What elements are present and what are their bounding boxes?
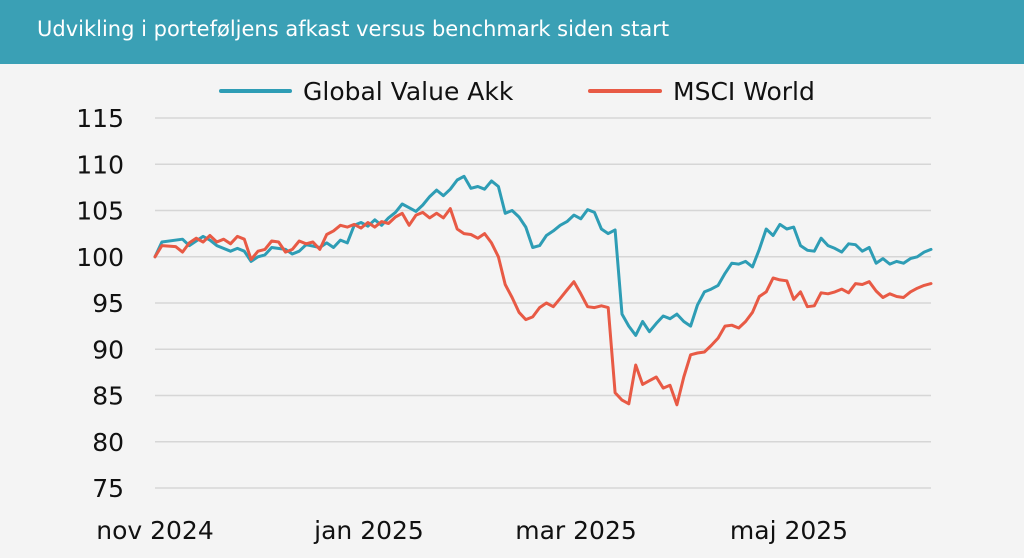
y-tick-label-95: 95	[92, 289, 124, 318]
line-chart: 115 110 105 100 95 90 85 80 75 nov 2024 jan 2025 m…	[76, 77, 933, 545]
y-tick-label-75: 75	[92, 474, 124, 503]
x-tick-label-mar-2025: mar 2025	[515, 516, 637, 545]
chart-title: Udvikling i porteføljens afkast versus b…	[37, 17, 670, 41]
x-axis-ticks: nov 2024 jan 2025 mar 2025 maj 2025	[96, 516, 848, 545]
title-bar: Udvikling i porteføljens afkast versus b…	[0, 0, 1024, 64]
y-tick-label-115: 115	[76, 104, 124, 133]
legend: Global Value Akk MSCI World	[219, 77, 815, 106]
series-lines	[153, 174, 933, 407]
legend-label-global-value-akk: Global Value Akk	[303, 77, 514, 106]
y-tick-label-85: 85	[92, 382, 124, 411]
series-line-msci-world	[153, 207, 933, 407]
y-tick-label-80: 80	[92, 428, 124, 457]
series-line-global-value-akk	[153, 174, 933, 337]
x-tick-label-nov-2024: nov 2024	[96, 516, 214, 545]
legend-label-msci-world: MSCI World	[673, 77, 815, 106]
gridlines	[155, 117, 931, 489]
y-tick-label-100: 100	[76, 243, 124, 272]
y-tick-label-90: 90	[92, 335, 124, 364]
y-tick-label-105: 105	[76, 197, 124, 226]
y-tick-label-110: 110	[76, 150, 124, 179]
y-axis-ticks: 115 110 105 100 95 90 85 80 75	[76, 104, 124, 503]
x-tick-label-jan-2025: jan 2025	[313, 516, 424, 545]
x-tick-label-maj-2025: maj 2025	[730, 516, 848, 545]
